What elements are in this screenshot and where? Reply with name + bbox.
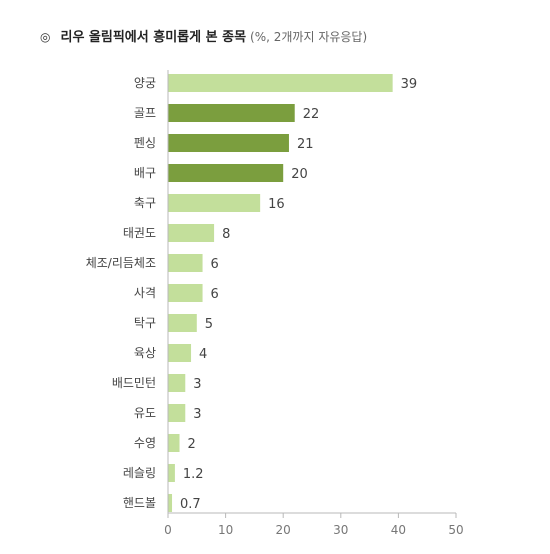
category-label-3: 배구 — [134, 166, 156, 180]
title-marker: ◎ — [40, 30, 51, 44]
category-label-4: 축구 — [134, 196, 156, 210]
x-tick-label-5: 50 — [448, 523, 463, 537]
value-label-2: 21 — [297, 137, 314, 152]
value-label-6: 6 — [211, 257, 219, 272]
category-label-5: 태권도 — [123, 226, 156, 240]
x-tick-label-0: 0 — [164, 523, 172, 537]
value-label-7: 6 — [211, 287, 219, 302]
category-label-14: 핸드볼 — [123, 495, 156, 510]
value-label-3: 20 — [291, 167, 308, 182]
value-label-11: 3 — [193, 407, 201, 422]
bar-4 — [168, 194, 261, 212]
bar-11 — [168, 404, 186, 422]
bar-7 — [168, 284, 203, 302]
bars-group: 양궁 39 골프 22 펜싱 21 배구 20 축구 16 태권도 8 체조/리듬체조 6 사격 6 탁구 5 육상… — [86, 74, 417, 512]
category-label-7: 사격 — [134, 286, 156, 300]
category-label-13: 레슬링 — [123, 466, 156, 480]
value-label-5: 8 — [222, 227, 230, 242]
bar-9 — [168, 344, 192, 362]
category-label-11: 유도 — [134, 406, 156, 420]
bar-10 — [168, 374, 186, 392]
value-label-8: 5 — [205, 317, 213, 332]
value-label-10: 3 — [193, 377, 201, 392]
value-label-0: 39 — [401, 77, 418, 92]
bar-13 — [168, 464, 175, 482]
value-label-4: 16 — [268, 197, 285, 212]
x-tick-label-3: 30 — [333, 523, 348, 537]
value-label-13: 1.2 — [183, 467, 204, 482]
value-label-9: 4 — [199, 347, 207, 362]
category-label-1: 골프 — [134, 106, 156, 120]
value-label-12: 2 — [188, 437, 196, 452]
category-label-12: 수영 — [134, 436, 156, 450]
bar-5 — [168, 224, 215, 242]
bar-2 — [168, 134, 289, 152]
x-axis: 0 10 20 30 40 50 — [164, 70, 464, 537]
category-label-9: 육상 — [134, 346, 156, 360]
value-label-1: 22 — [303, 107, 320, 122]
chart-title-row: ◎ 리우 올림픽에서 흥미롭게 본 종목 (%, 2개까지 자유응답) — [40, 26, 367, 45]
x-tick-label-4: 40 — [391, 523, 406, 537]
category-label-2: 펜싱 — [134, 136, 156, 150]
category-label-0: 양궁 — [134, 76, 156, 90]
chart-subtitle: (%, 2개까지 자유응답) — [250, 30, 368, 44]
bar-0 — [168, 74, 393, 92]
bar-14 — [168, 494, 173, 512]
bar-1 — [168, 104, 295, 122]
chart-title: 리우 올림픽에서 흥미롭게 본 종목 — [60, 30, 247, 45]
x-tick-label-1: 10 — [218, 523, 233, 537]
bar-8 — [168, 314, 197, 332]
category-label-6: 체조/리듬체조 — [86, 256, 156, 270]
bar-3 — [168, 164, 284, 182]
value-label-14: 0.7 — [180, 497, 201, 512]
bar-6 — [168, 254, 203, 272]
x-tick-label-2: 20 — [276, 523, 291, 537]
bar-12 — [168, 434, 180, 452]
category-label-8: 탁구 — [134, 316, 156, 330]
category-label-10: 배드민턴 — [112, 376, 156, 390]
